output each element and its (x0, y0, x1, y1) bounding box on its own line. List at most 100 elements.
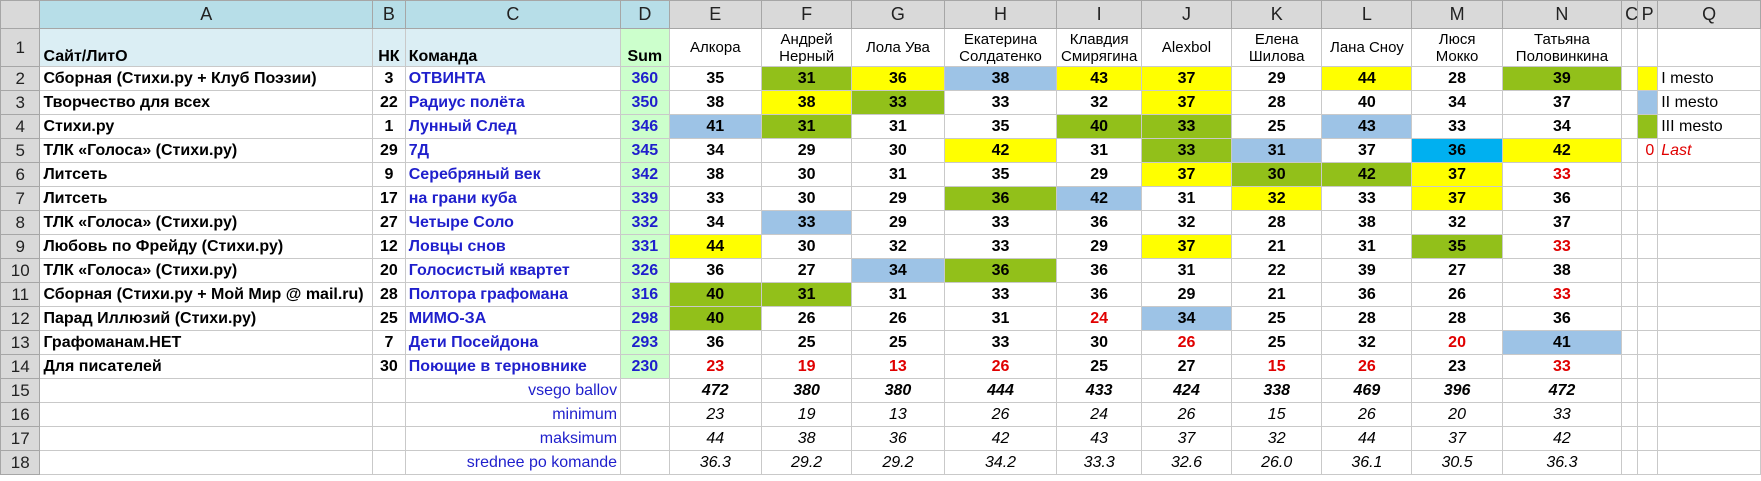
score-cell[interactable]: 32 (1321, 330, 1413, 355)
stat-value[interactable]: 38 (760, 426, 853, 451)
empty-cell[interactable] (1657, 186, 1761, 211)
score-cell[interactable]: 27 (760, 258, 853, 283)
score-cell[interactable]: 30 (760, 162, 853, 187)
score-cell[interactable]: 33 (943, 90, 1058, 115)
score-cell[interactable]: 43 (1056, 66, 1142, 91)
column-header[interactable]: C (404, 0, 622, 29)
score-cell[interactable]: 31 (760, 282, 853, 307)
column-header[interactable]: Q (1657, 0, 1761, 29)
score-cell[interactable]: 40 (1056, 114, 1142, 139)
score-cell[interactable]: 29 (1056, 162, 1142, 187)
empty-cell[interactable] (1636, 282, 1659, 307)
stat-value[interactable]: 20 (1411, 402, 1503, 427)
empty-cell[interactable] (1636, 330, 1659, 355)
nk-cell[interactable]: 9 (372, 162, 406, 187)
judge-header[interactable]: Алкора (668, 28, 763, 67)
nk-header[interactable]: НК (372, 28, 406, 67)
score-cell[interactable]: 33 (1501, 354, 1623, 379)
judge-header[interactable]: Елена Шилова (1231, 28, 1323, 67)
judge-header[interactable]: Люся Мокко (1411, 28, 1503, 67)
team-cell[interactable]: Дети Посейдона (404, 330, 622, 355)
stat-value[interactable]: 472 (1501, 378, 1623, 403)
stat-value[interactable]: 26 (1140, 402, 1233, 427)
stat-value[interactable]: 29.2 (760, 450, 853, 475)
score-cell[interactable]: 37 (1140, 90, 1233, 115)
stat-value[interactable]: 472 (668, 378, 763, 403)
stat-value[interactable]: 42 (943, 426, 1058, 451)
score-cell[interactable]: 36 (1501, 306, 1623, 331)
empty-cell[interactable] (1636, 378, 1659, 403)
nk-cell[interactable]: 3 (372, 66, 406, 91)
sum-cell[interactable]: 293 (620, 330, 670, 355)
sum-cell[interactable]: 316 (620, 282, 670, 307)
empty-cell[interactable] (1621, 426, 1638, 451)
nk-cell[interactable]: 29 (372, 138, 406, 163)
judge-header[interactable]: Екатерина Солдатенко (943, 28, 1058, 67)
score-cell[interactable]: 31 (1321, 234, 1413, 259)
empty-cell[interactable] (1636, 402, 1659, 427)
nk-cell[interactable]: 27 (372, 210, 406, 235)
site-cell[interactable]: Творчество для всех (39, 90, 374, 115)
sum-cell[interactable]: 230 (620, 354, 670, 379)
score-cell[interactable]: 25 (760, 330, 853, 355)
sum-cell[interactable]: 345 (620, 138, 670, 163)
score-cell[interactable]: 36 (668, 330, 763, 355)
nk-cell[interactable]: 20 (372, 258, 406, 283)
stat-value[interactable]: 36.1 (1321, 450, 1413, 475)
score-cell[interactable]: 38 (943, 66, 1058, 91)
empty-cell[interactable] (1657, 426, 1761, 451)
score-cell[interactable]: 37 (1501, 210, 1623, 235)
site-cell[interactable]: Сборная (Стихи.ру + Мой Мир @ mail.ru) (39, 282, 374, 307)
empty-cell[interactable] (620, 450, 670, 475)
stat-value[interactable]: 36.3 (1501, 450, 1623, 475)
empty-cell[interactable] (372, 402, 406, 427)
score-cell[interactable]: 38 (1321, 210, 1413, 235)
stat-value[interactable]: 36.3 (668, 450, 763, 475)
empty-cell[interactable] (1657, 450, 1761, 475)
empty-cell[interactable] (372, 426, 406, 451)
stat-label[interactable]: vsego ballov (404, 378, 622, 403)
stat-value[interactable]: 43 (1056, 426, 1142, 451)
site-cell[interactable]: ТЛК «Голоса» (Стихи.ру) (39, 138, 374, 163)
score-cell[interactable]: 38 (1501, 258, 1623, 283)
stat-value[interactable]: 32 (1231, 426, 1323, 451)
score-cell[interactable]: 33 (1501, 162, 1623, 187)
score-cell[interactable]: 44 (1321, 66, 1413, 91)
stat-value[interactable]: 469 (1321, 378, 1413, 403)
team-cell[interactable]: Полтора графомана (404, 282, 622, 307)
sum-header[interactable]: Sum (620, 28, 670, 67)
team-cell[interactable]: Радиус полёта (404, 90, 622, 115)
column-header[interactable]: I (1056, 0, 1142, 29)
score-cell[interactable]: 33 (943, 210, 1058, 235)
empty-cell[interactable] (1636, 354, 1659, 379)
select-all-corner[interactable] (0, 0, 41, 29)
stat-value[interactable]: 380 (851, 378, 945, 403)
sum-cell[interactable]: 298 (620, 306, 670, 331)
score-cell[interactable]: 36 (1411, 138, 1503, 163)
stat-value[interactable]: 44 (668, 426, 763, 451)
empty-cell[interactable] (1621, 114, 1638, 139)
empty-cell[interactable] (1621, 282, 1638, 307)
judge-header[interactable]: Лана Сноу (1321, 28, 1413, 67)
score-cell[interactable]: 42 (1056, 186, 1142, 211)
empty-cell[interactable] (1621, 90, 1638, 115)
score-cell[interactable]: 29 (851, 186, 945, 211)
score-cell[interactable]: 22 (1231, 258, 1323, 283)
team-header[interactable]: Команда (404, 28, 622, 67)
row-number[interactable]: 17 (0, 426, 41, 451)
sum-cell[interactable]: 360 (620, 66, 670, 91)
stat-value[interactable]: 13 (851, 402, 945, 427)
score-cell[interactable]: 28 (1231, 90, 1323, 115)
row-number[interactable]: 1 (0, 28, 41, 67)
score-cell[interactable]: 32 (1056, 90, 1142, 115)
score-cell[interactable]: 26 (851, 306, 945, 331)
row-number[interactable]: 13 (0, 330, 41, 355)
nk-cell[interactable]: 17 (372, 186, 406, 211)
row-number[interactable]: 10 (0, 258, 41, 283)
column-header[interactable]: D (620, 0, 670, 29)
team-cell[interactable]: Серебряный век (404, 162, 622, 187)
score-cell[interactable]: 31 (760, 66, 853, 91)
score-cell[interactable]: 33 (668, 186, 763, 211)
stat-value[interactable]: 37 (1140, 426, 1233, 451)
score-cell[interactable]: 35 (668, 66, 763, 91)
